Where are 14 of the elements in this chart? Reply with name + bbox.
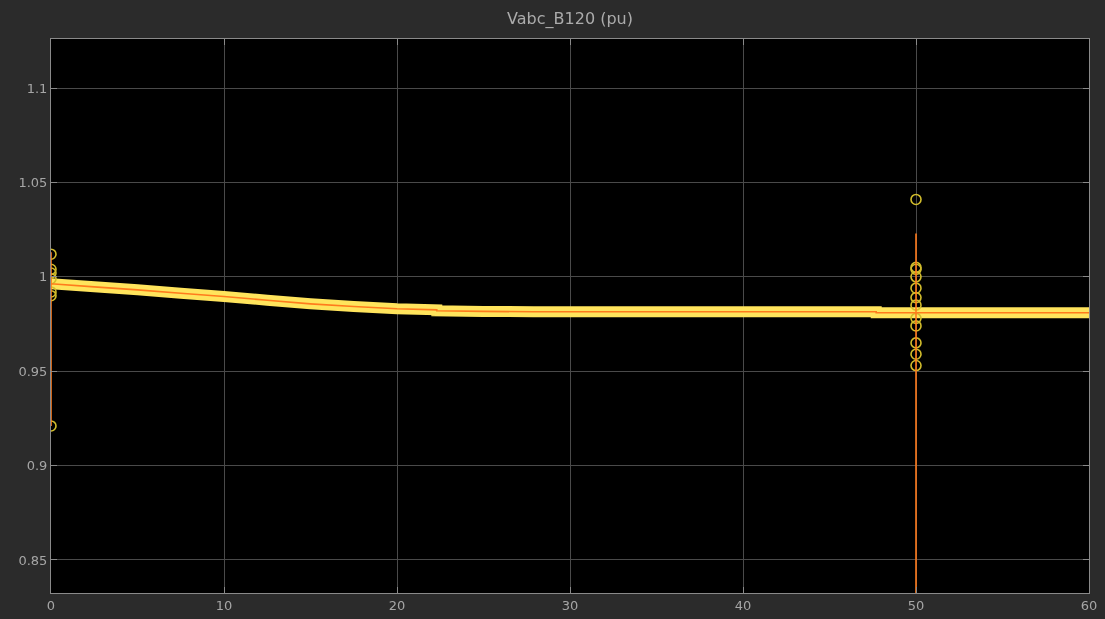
x-tick-label: 30 <box>561 597 579 613</box>
x-tick-label: 0 <box>46 597 56 613</box>
y-tick-label: 1 <box>39 269 48 285</box>
x-tick-label: 20 <box>388 597 406 613</box>
x-tick-label: 60 <box>1080 597 1098 613</box>
x-tick-label: 10 <box>215 597 233 613</box>
chart-title: Vabc_B120 (pu) <box>507 8 633 29</box>
y-tick-label: 0.95 <box>18 363 48 379</box>
y-tick-label: 1.05 <box>18 175 48 190</box>
y-tick-label: 0.9 <box>26 458 48 474</box>
x-tick-label: 40 <box>734 597 752 613</box>
y-tick-label: 0.85 <box>18 552 48 568</box>
x-tick-label: 50 <box>907 597 925 613</box>
y-tick-label: 1.1 <box>26 80 48 96</box>
